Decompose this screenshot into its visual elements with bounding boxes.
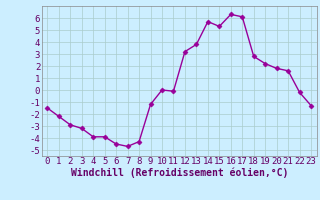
X-axis label: Windchill (Refroidissement éolien,°C): Windchill (Refroidissement éolien,°C)	[70, 168, 288, 178]
